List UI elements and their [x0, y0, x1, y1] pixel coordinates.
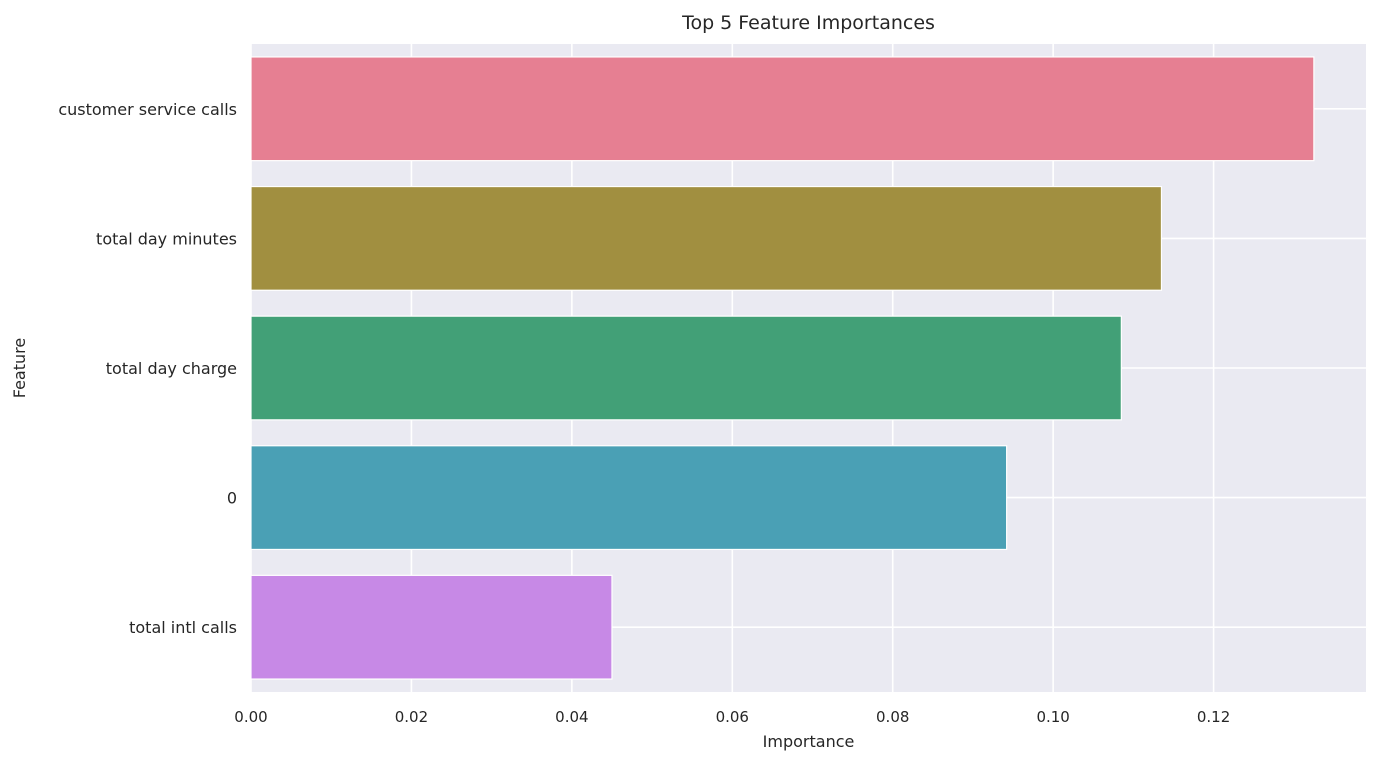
x-tick-label: 0.10	[1036, 708, 1069, 726]
x-tick-label: 0.04	[555, 708, 588, 726]
y-category-label: customer service calls	[58, 100, 237, 119]
chart-title: Top 5 Feature Importances	[681, 12, 935, 34]
y-category-label: 0	[227, 489, 237, 508]
y-category-label: total intl calls	[129, 618, 237, 637]
x-axis-label: Importance	[763, 732, 855, 751]
x-tick-labels: 0.00 0.02 0.04 0.06 0.08 0.10 0.12	[234, 708, 1230, 726]
bar[interactable]	[250, 445, 1008, 551]
y-category-label: total day minutes	[96, 229, 237, 248]
bars	[250, 56, 1315, 680]
x-tick-label: 0.08	[876, 708, 909, 726]
x-tick-label: 0.12	[1197, 708, 1230, 726]
y-category-labels: customer service calls total day minutes t…	[58, 100, 237, 637]
bar[interactable]	[250, 56, 1315, 162]
bar[interactable]	[250, 574, 613, 680]
bar[interactable]	[250, 315, 1122, 421]
y-category-label: total day charge	[106, 359, 237, 378]
y-axis-label: Feature	[10, 338, 29, 398]
x-tick-label: 0.02	[395, 708, 428, 726]
bar[interactable]	[250, 185, 1163, 291]
x-tick-label: 0.06	[716, 708, 749, 726]
x-tick-label: 0.00	[234, 708, 267, 726]
